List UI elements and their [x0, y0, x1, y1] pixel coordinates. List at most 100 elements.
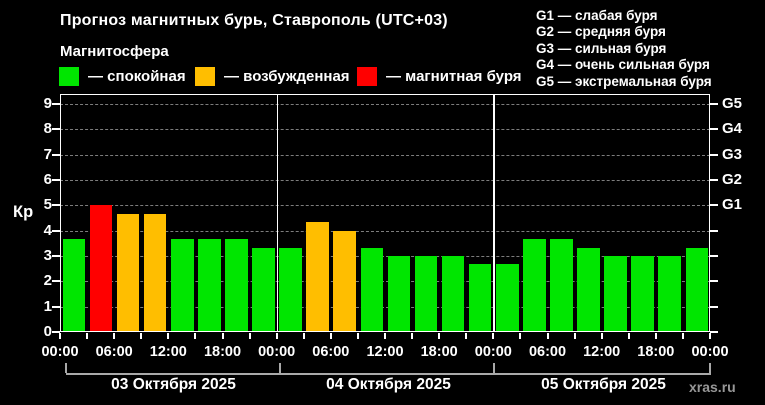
legend-item-unsettled: — возбужденная	[195, 67, 350, 86]
kp-bar	[441, 256, 465, 332]
right-axis-tick	[710, 153, 718, 156]
y-axis-tick	[52, 153, 60, 156]
kp-bar	[62, 239, 86, 332]
kp-bar	[279, 247, 302, 332]
y-axis-label: 2	[43, 272, 52, 290]
time-label: 00:00	[41, 344, 79, 360]
x-axis-tick	[302, 333, 305, 339]
x-axis-tick	[329, 333, 332, 339]
x-axis-tick	[86, 333, 89, 339]
kp-bar	[577, 247, 600, 332]
legend-swatch-quiet	[59, 67, 79, 86]
kp-bar	[468, 264, 492, 332]
chart-title: Прогноз магнитных бурь, Ставрополь (UTC+…	[60, 12, 448, 29]
y-axis-tick	[52, 103, 60, 106]
x-axis-tick	[221, 333, 224, 339]
y-axis-tick	[52, 305, 60, 308]
x-axis-tick	[356, 333, 359, 339]
x-axis-tick	[600, 333, 603, 339]
chart-subtitle: Магнитосфера	[60, 43, 169, 60]
right-axis-tick	[710, 204, 718, 207]
y-axis-tick	[52, 204, 60, 207]
kp-bar	[495, 264, 519, 332]
y-axis-label: 5	[43, 196, 52, 214]
y-axis-label: 7	[43, 145, 52, 163]
x-axis-tick	[194, 333, 197, 339]
x-axis-tick	[573, 333, 576, 339]
g-scale-line: G4 — очень сильная буря	[536, 57, 710, 73]
gridline	[60, 230, 710, 232]
x-axis-tick	[709, 333, 711, 339]
time-label: 18:00	[203, 344, 242, 360]
kp-bar	[170, 239, 194, 332]
right-axis-tick	[710, 280, 718, 283]
g-level-label: G5	[722, 95, 743, 113]
g-scale-legend: G1 — слабая буря G2 — средняя буря G3 — си…	[536, 8, 712, 90]
g-level-label: G1	[722, 196, 743, 214]
gridline	[60, 129, 710, 131]
kp-bar	[631, 256, 654, 332]
kp-bar	[550, 239, 573, 332]
gridline	[60, 281, 710, 283]
legend-label: — спокойная	[88, 68, 186, 85]
kp-bar	[523, 239, 546, 332]
gridline	[60, 154, 710, 156]
gridline	[60, 104, 710, 106]
date-label: 03 Октября 2025	[111, 376, 236, 393]
kp-bar	[360, 247, 384, 332]
right-axis-tick	[710, 128, 718, 131]
kp-bar	[387, 256, 411, 332]
kp-bar	[116, 213, 140, 332]
y-axis-tick	[52, 255, 60, 258]
date-axis-tick	[279, 363, 281, 373]
y-axis-tick	[52, 331, 60, 333]
x-axis-tick	[438, 333, 441, 339]
time-label: 06:00	[95, 344, 133, 360]
gridline	[60, 306, 710, 308]
date-axis-tick	[493, 363, 495, 373]
day-divider	[493, 94, 495, 332]
right-axis-tick	[710, 255, 718, 258]
time-label: 00:00	[474, 344, 512, 360]
x-axis-tick	[546, 333, 549, 339]
time-label: 12:00	[366, 344, 404, 360]
day-divider	[276, 94, 279, 332]
kp-bar	[604, 256, 627, 332]
g-scale-line: G2 — средняя буря	[536, 24, 666, 40]
x-axis-tick	[654, 333, 657, 339]
gridline	[60, 205, 710, 207]
x-axis-tick	[248, 333, 251, 339]
g-level-label: G2	[722, 171, 743, 189]
time-label: 18:00	[420, 344, 458, 360]
y-axis-tick	[52, 179, 60, 182]
g-scale-line: G5 — экстремальная буря	[536, 73, 712, 89]
date-axis-line	[66, 373, 711, 375]
right-axis-tick	[710, 229, 718, 232]
x-axis-tick	[627, 333, 630, 339]
time-label: 06:00	[528, 344, 567, 360]
x-axis-tick	[113, 333, 116, 339]
time-label: 18:00	[637, 344, 675, 360]
kp-bar	[414, 256, 438, 332]
x-axis-tick	[275, 333, 278, 339]
time-label: 06:00	[312, 344, 350, 360]
y-axis-label: 3	[43, 247, 52, 265]
y-axis-label: 0	[43, 323, 52, 340]
kp-bar	[143, 213, 167, 332]
g-scale-line: G3 — сильная буря	[536, 40, 667, 56]
date-axis-tick	[65, 363, 67, 373]
legend-item-quiet: — спокойная	[59, 67, 186, 86]
y-axis-tick	[52, 128, 60, 131]
y-axis-tick	[52, 229, 60, 232]
x-axis-tick	[59, 333, 61, 339]
legend-label: — возбужденная	[224, 68, 350, 85]
x-axis-tick	[492, 333, 495, 339]
legend-swatch-storm	[357, 67, 377, 86]
y-axis-label: 6	[43, 171, 52, 189]
date-label: 05 Октября 2025	[541, 376, 666, 393]
right-axis-tick	[710, 331, 718, 333]
kp-axis-title: Кр	[13, 203, 34, 221]
date-label: 04 Октября 2025	[326, 376, 451, 393]
x-axis-tick	[411, 333, 414, 339]
plot-area	[60, 94, 710, 332]
